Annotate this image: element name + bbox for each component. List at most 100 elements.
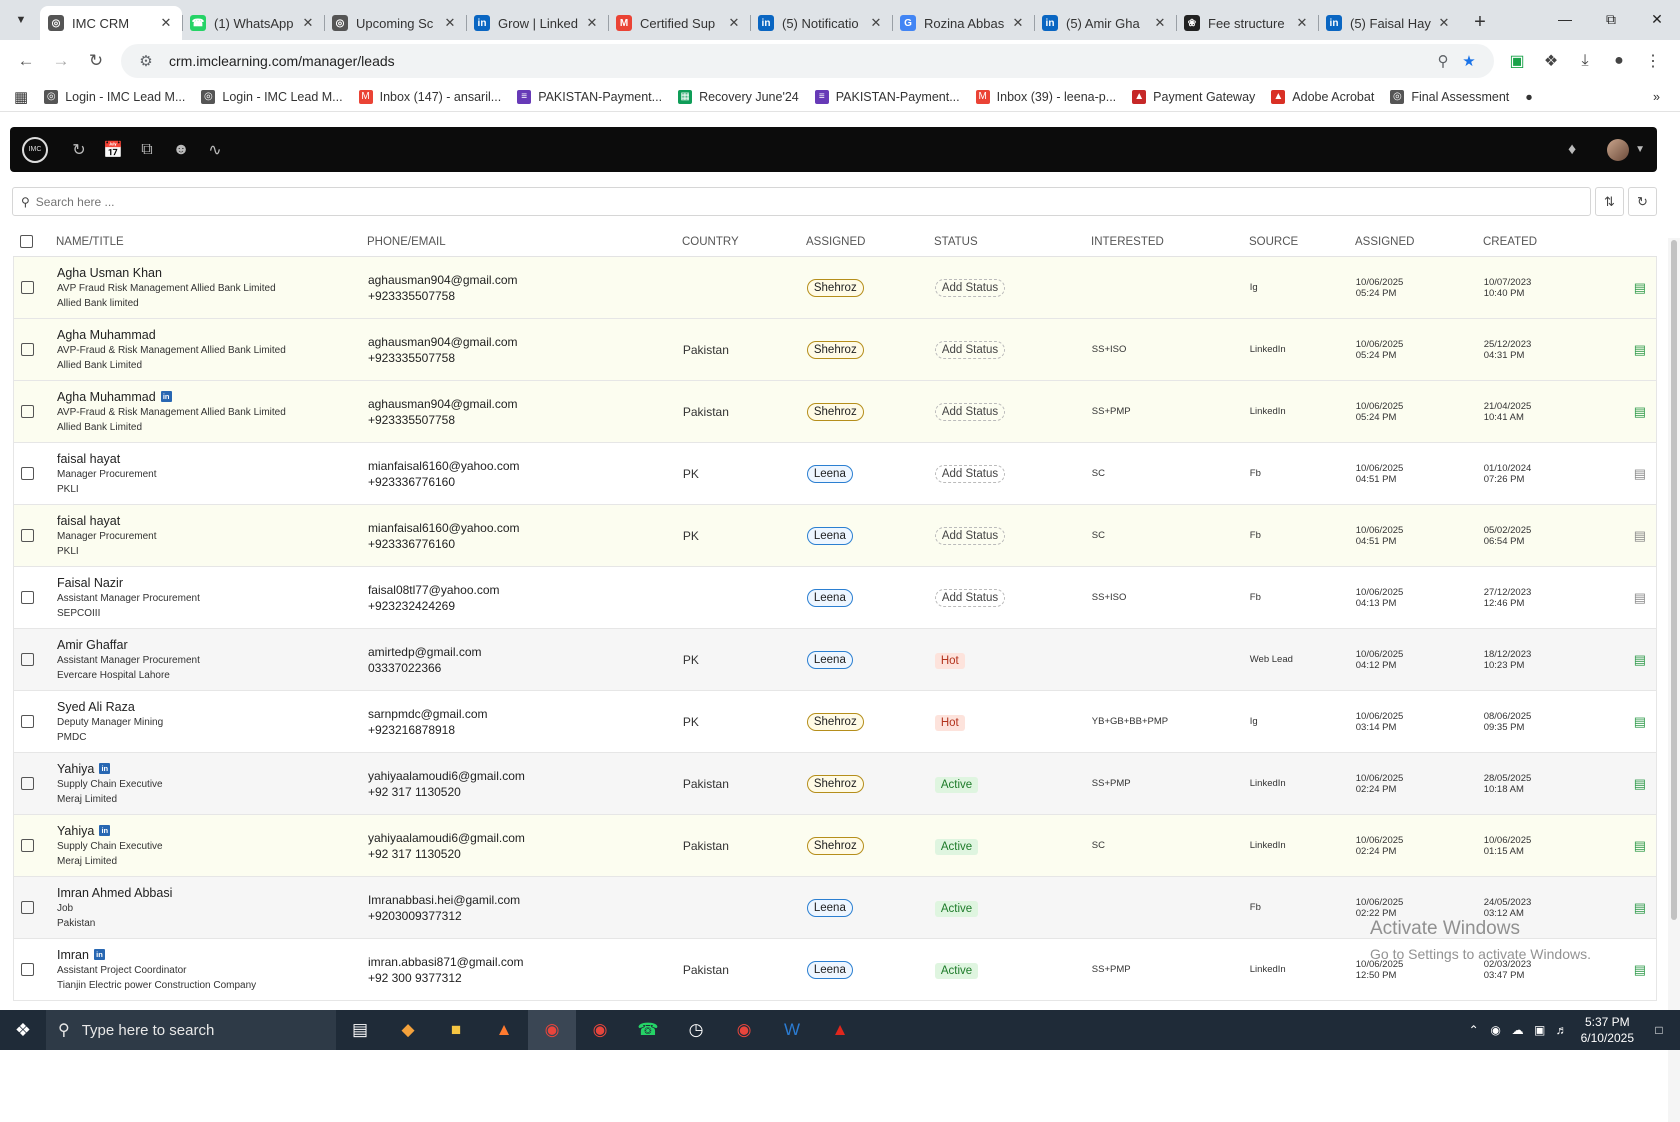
table-row[interactable]: Faisal Nazir Assistant Manager Procureme… [13, 567, 1657, 629]
assigned-badge[interactable]: Leena [806, 961, 853, 979]
close-tab-icon[interactable]: ✕ [302, 15, 314, 30]
document-icon[interactable]: ▤ [1633, 279, 1646, 295]
forward-button[interactable]: → [52, 51, 70, 70]
status-badge[interactable]: Add Status [934, 403, 1006, 421]
lead-name[interactable]: Amir Ghaffar [57, 637, 128, 652]
apps-grid-icon[interactable]: ▦ [14, 88, 29, 106]
browser-tab[interactable]: G Rozina Abbas ✕ [892, 6, 1034, 40]
bookmark-extra-icon[interactable]: ● [1525, 89, 1533, 104]
acrobat-icon[interactable]: ▲ [831, 1020, 849, 1039]
omnibox[interactable]: ⚙ crm.imclearning.com/manager/leads ⚲ ★ [121, 44, 1494, 78]
browser-tab[interactable]: ◎ Upcoming Sc ✕ [324, 6, 466, 40]
col-assigned[interactable]: ASSIGNED [806, 235, 866, 248]
lead-phone[interactable]: +92 300 9377312 [367, 970, 462, 985]
document-icon[interactable]: ▤ [1633, 403, 1646, 419]
browser-tab[interactable]: in (5) Notificatio ✕ [750, 6, 892, 40]
import-icon[interactable]: ⧉ [141, 140, 153, 158]
chevron-down-icon[interactable]: ▼ [1635, 144, 1645, 155]
lead-phone[interactable]: +923335507758 [367, 288, 456, 303]
assigned-badge[interactable]: Leena [806, 465, 853, 483]
row-checkbox[interactable] [21, 405, 34, 418]
lead-name[interactable]: Syed Ali Raza [57, 699, 135, 714]
table-row[interactable]: faisal hayat Manager Procurement PKLI mi… [13, 443, 1657, 505]
close-tab-icon[interactable]: ✕ [160, 15, 172, 30]
bookmark-item[interactable]: ≡ PAKISTAN-Payment... [517, 89, 662, 104]
user-icon[interactable]: ☻ [172, 140, 190, 158]
document-icon[interactable]: ▤ [1633, 837, 1646, 853]
lead-name[interactable]: Faisal Nazir [57, 575, 123, 590]
refresh-leads-icon[interactable]: ↻ [72, 141, 86, 159]
table-row[interactable]: faisal hayat Manager Procurement PKLI mi… [13, 505, 1657, 567]
assigned-badge[interactable]: Shehroz [806, 837, 864, 855]
lead-email[interactable]: aghausman904@gmail.com [367, 272, 518, 287]
assigned-badge[interactable]: Shehroz [806, 279, 864, 297]
browser-tab[interactable]: M Certified Sup ✕ [608, 6, 750, 40]
status-badge[interactable]: Hot [934, 714, 965, 731]
lead-email[interactable]: amirtedp@gmail.com [367, 644, 482, 659]
lead-phone[interactable]: +923335507758 [367, 412, 456, 427]
document-icon[interactable]: ▤ [1633, 899, 1646, 915]
office-icon[interactable]: ◆ [401, 1020, 415, 1039]
document-icon[interactable]: ▤ [1633, 527, 1646, 543]
row-checkbox[interactable] [21, 715, 34, 728]
col-interested[interactable]: INTERESTED [1091, 235, 1164, 248]
page-scrollbar[interactable] [1668, 238, 1680, 1122]
clock-app-icon[interactable]: ◷ [688, 1020, 704, 1039]
assigned-badge[interactable]: Shehroz [806, 775, 864, 793]
network-icon[interactable]: ▣ [1533, 1023, 1546, 1037]
browser-tab[interactable]: in Grow | Linked ✕ [466, 6, 608, 40]
status-badge[interactable]: Active [934, 962, 979, 979]
tray-overflow-icon[interactable]: ⌃ [1468, 1023, 1479, 1037]
lead-name[interactable]: Yahiya [57, 823, 95, 838]
bookmark-item[interactable]: ◎ Login - IMC Lead M... [44, 89, 185, 104]
status-badge[interactable]: Active [934, 900, 979, 917]
profile-icon[interactable]: ● [1614, 52, 1624, 69]
browser-tab[interactable]: ☎ (1) WhatsApp ✕ [182, 6, 324, 40]
assigned-badge[interactable]: Shehroz [806, 341, 864, 359]
app-icon[interactable]: ▲ [495, 1020, 513, 1039]
browser-tab[interactable]: ❀ Fee structure ✕ [1176, 6, 1318, 40]
chrome-profile-icon[interactable]: ◉ [592, 1020, 608, 1039]
table-row[interactable]: Imran in Assistant Project Coordinator Ti… [13, 939, 1657, 1001]
col-source[interactable]: SOURCE [1249, 235, 1299, 248]
lead-name[interactable]: faisal hayat [57, 513, 121, 528]
status-badge[interactable]: Add Status [934, 279, 1006, 297]
bookmark-item[interactable]: ▦ Recovery June'24 [678, 89, 799, 104]
tray-app-icon[interactable]: ◉ [1490, 1023, 1501, 1037]
linkedin-icon[interactable]: in [99, 763, 111, 774]
lead-name[interactable]: faisal hayat [57, 451, 121, 466]
imc-logo[interactable]: IMC [22, 136, 48, 163]
lead-email[interactable]: aghausman904@gmail.com [367, 334, 518, 349]
back-button[interactable]: ← [17, 51, 35, 70]
lead-name[interactable]: Agha Muhammad [57, 389, 156, 404]
row-checkbox[interactable] [21, 839, 34, 852]
browser-tab[interactable]: ◎ IMC CRM ✕ [40, 6, 182, 40]
lead-name[interactable]: Imran Ahmed Abbasi [57, 885, 173, 900]
table-row[interactable]: Syed Ali Raza Deputy Manager Mining PMDC… [13, 691, 1657, 753]
volume-icon[interactable]: ♬ [1555, 1023, 1568, 1037]
linkedin-icon[interactable]: in [160, 391, 172, 402]
search-input[interactable] [35, 194, 1582, 209]
url-text[interactable]: crm.imclearning.com/manager/leads [169, 53, 395, 69]
bell-icon[interactable]: ♦ [1568, 140, 1577, 158]
chrome-icon[interactable]: ◉ [528, 1010, 576, 1050]
select-all-checkbox[interactable] [20, 235, 33, 248]
minimize-button[interactable]: — [1558, 11, 1572, 27]
close-tab-icon[interactable]: ✕ [870, 15, 882, 30]
row-checkbox[interactable] [21, 529, 34, 542]
document-icon[interactable]: ▤ [1633, 651, 1646, 667]
avatar[interactable] [1607, 138, 1630, 161]
status-badge[interactable]: Add Status [934, 527, 1006, 545]
bookmark-item[interactable]: ≡ PAKISTAN-Payment... [814, 89, 960, 104]
lead-phone[interactable]: +923336776160 [367, 474, 456, 489]
chrome-alt-icon[interactable]: ◉ [736, 1020, 752, 1039]
whatsapp-icon[interactable]: ☎ [637, 1020, 659, 1039]
bookmark-item[interactable]: ◎ Final Assessment [1390, 89, 1509, 104]
close-tab-icon[interactable]: ✕ [444, 15, 456, 30]
close-tab-icon[interactable]: ✕ [1438, 15, 1450, 30]
reload-button[interactable]: ↻ [88, 51, 104, 70]
extensions-puzzle-icon[interactable]: ❖ [1543, 53, 1559, 70]
assigned-badge[interactable]: Leena [806, 651, 853, 669]
row-checkbox[interactable] [21, 777, 34, 790]
word-icon[interactable]: W [783, 1020, 801, 1039]
